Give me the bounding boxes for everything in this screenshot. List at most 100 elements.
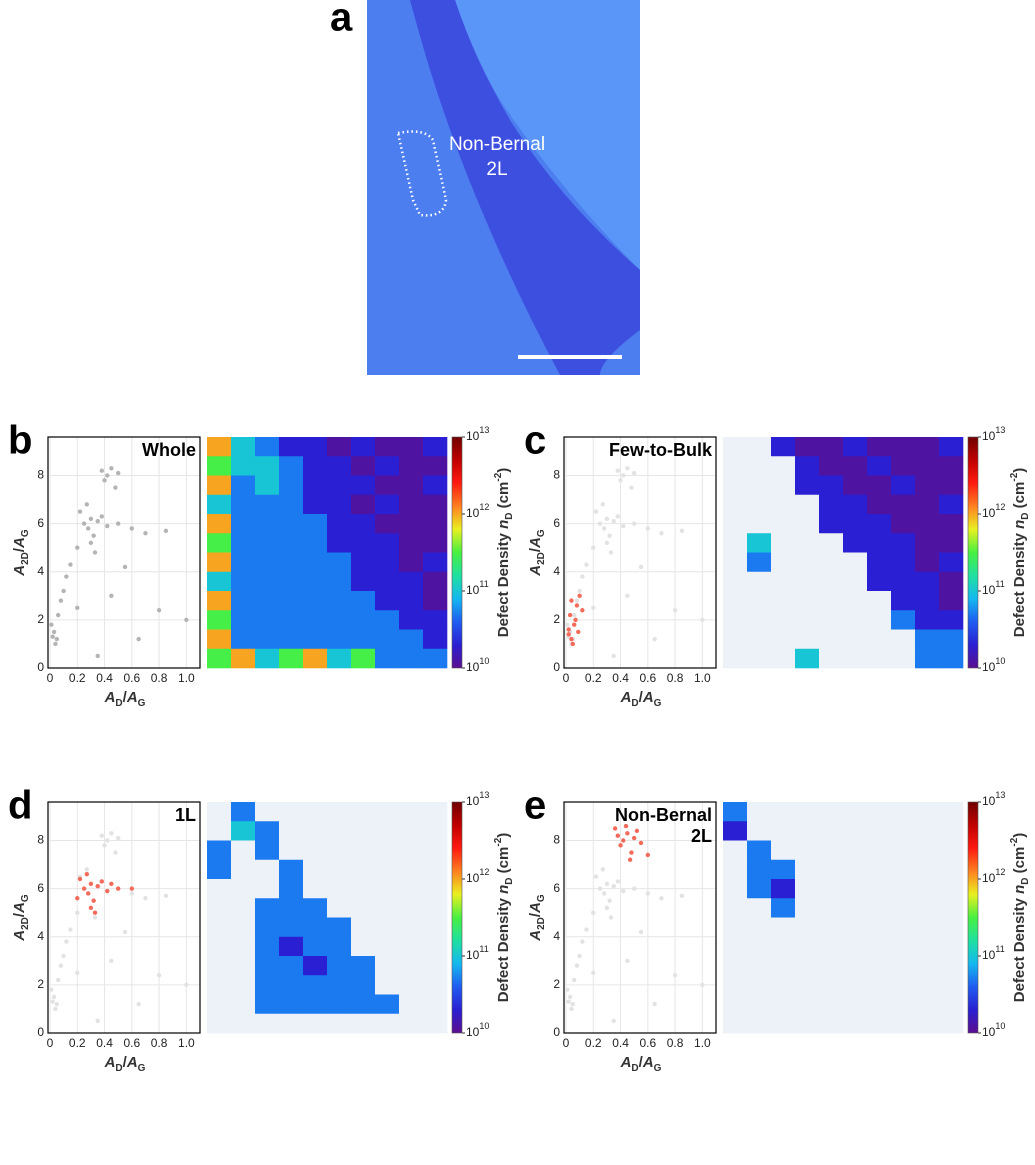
point (566, 632, 571, 637)
masked-cell (915, 936, 940, 957)
masked-cell (723, 840, 748, 861)
masked-cell (375, 840, 400, 861)
point (184, 617, 189, 623)
point (85, 526, 91, 531)
point (638, 840, 644, 846)
y-tick-label: 0 (37, 660, 44, 674)
colorbar-tick-label: 1012 (982, 867, 1005, 885)
heat-cell (423, 591, 448, 611)
label-part: 10 (982, 660, 996, 674)
masked-cell (327, 821, 352, 841)
x-tick-label: 0 (563, 1036, 570, 1050)
heat-cell (891, 533, 916, 553)
label-part: 11 (479, 579, 488, 589)
masked-cell (771, 802, 796, 822)
label-part: G (138, 1063, 146, 1074)
heat-cell (327, 956, 352, 976)
point (156, 973, 162, 978)
point (129, 886, 135, 891)
x-tick-label: 0.2 (585, 1036, 602, 1050)
point (50, 634, 55, 639)
masked-cell (867, 936, 892, 957)
point (49, 987, 54, 992)
heat-cell (375, 514, 400, 534)
x-tick-label: 0.2 (69, 671, 86, 685)
label-part: 10 (479, 1021, 489, 1031)
masked-cell (231, 975, 256, 995)
heat-cell (207, 456, 232, 476)
heat-cell (915, 571, 940, 592)
point (618, 843, 623, 848)
masked-cell (795, 956, 820, 976)
label-part: A (642, 689, 654, 706)
heat-cell (327, 591, 352, 611)
heat-cell (255, 898, 280, 918)
x-tick-label: 1.0 (694, 1036, 711, 1050)
heat-cell (255, 629, 280, 650)
y-tick-label: 0 (553, 660, 560, 674)
masked-cell (843, 879, 868, 899)
masked-cell (771, 975, 796, 995)
heat-cell (303, 456, 328, 476)
heat-cell (423, 552, 448, 573)
point (84, 502, 90, 507)
point (99, 514, 105, 519)
heat-cell (423, 533, 448, 553)
masked-cell (867, 821, 892, 841)
annotation: 2L (486, 159, 507, 180)
masked-cell (891, 879, 916, 899)
heat-cell (303, 975, 328, 995)
heat-cell (255, 610, 280, 630)
y-tick-label: 4 (553, 929, 560, 943)
heat-cell (279, 475, 304, 496)
masked-cell (423, 936, 448, 957)
plot-frame (47, 436, 201, 669)
masked-cell (423, 1013, 448, 1034)
masked-cell (747, 936, 772, 957)
heat-cell (351, 610, 376, 630)
x-tick-label: 1.0 (178, 1036, 195, 1050)
masked-cell (891, 859, 916, 880)
y-tick-label: 6 (37, 881, 44, 895)
masked-cell (867, 879, 892, 899)
point (570, 1001, 576, 1007)
heat-cell (207, 475, 232, 496)
masked-cell (747, 494, 772, 515)
point (577, 953, 582, 959)
masked-cell (723, 475, 748, 496)
label-part: A (126, 689, 138, 706)
point (105, 838, 110, 843)
masked-cell (399, 975, 424, 995)
masked-cell (351, 917, 376, 938)
masked-cell (351, 859, 376, 880)
point (113, 485, 118, 490)
masked-cell (747, 1013, 772, 1034)
heat-cell (891, 456, 916, 476)
heat-cell (303, 514, 328, 534)
point (584, 927, 589, 932)
point (659, 896, 664, 901)
heat-cell (939, 629, 964, 650)
masked-cell (771, 936, 796, 957)
heat-cell (915, 629, 940, 650)
label-part: A (11, 902, 28, 914)
point (627, 857, 633, 862)
point (115, 521, 121, 526)
label-part: 10 (982, 583, 996, 597)
masked-cell (771, 629, 796, 650)
point (577, 593, 582, 599)
point (49, 622, 54, 627)
point (58, 963, 64, 968)
masked-cell (867, 629, 892, 650)
heat-cell (915, 610, 940, 630)
y-axis-label: A2D/AG (11, 894, 31, 942)
point (591, 605, 596, 611)
colorbar (451, 801, 463, 1034)
heat-cell (867, 437, 892, 457)
masked-cell (723, 1013, 748, 1034)
point (50, 999, 55, 1004)
label-part: 10 (466, 948, 480, 962)
masked-cell (351, 879, 376, 899)
heat-cell (423, 475, 448, 496)
plot-frame (47, 801, 201, 1034)
